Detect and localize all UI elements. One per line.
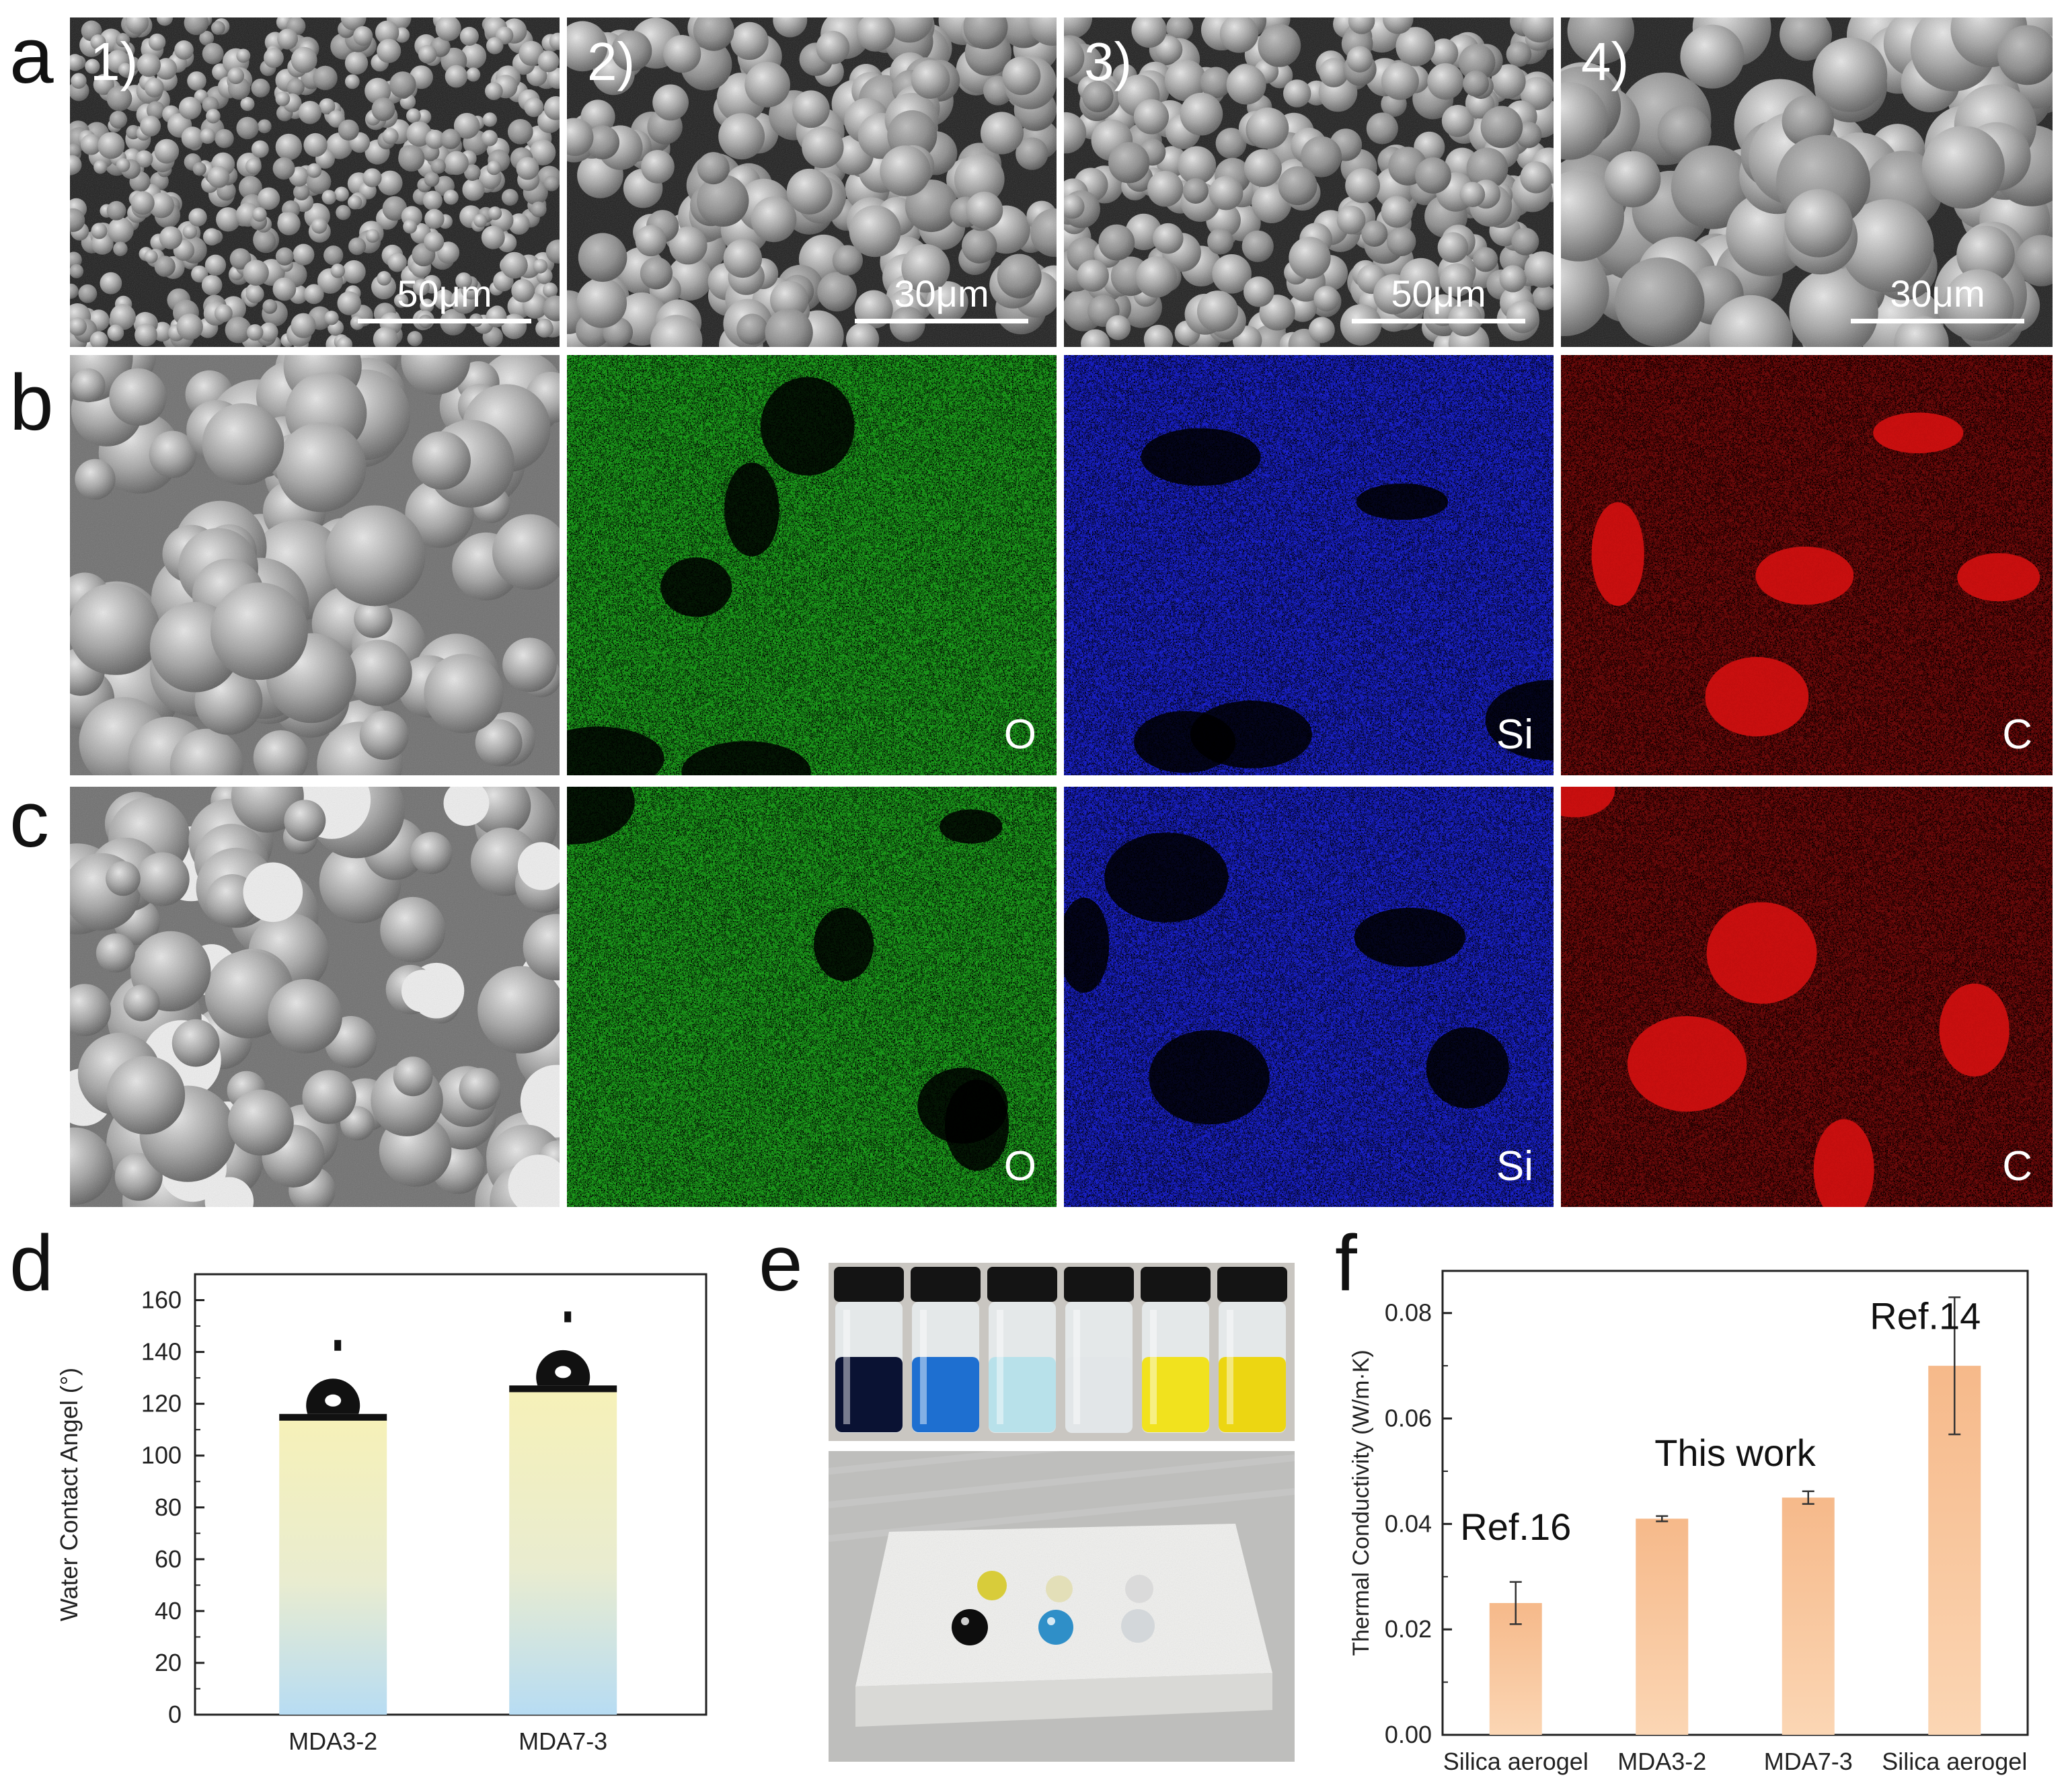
bar-0 bbox=[1489, 1602, 1542, 1735]
panel-label-e: e bbox=[759, 1219, 803, 1308]
sem-image-a2: 2) 30μm bbox=[567, 17, 1057, 347]
y-tick-label: 80 bbox=[155, 1493, 182, 1521]
chart-d-svg: 0 20 40 60 80 100 120 140 160 Water Contact Angel… bbox=[55, 1273, 707, 1755]
y-tick-label: 120 bbox=[141, 1390, 182, 1417]
eds-map-c-o: O bbox=[567, 787, 1057, 1207]
annotation-label: Ref.16 bbox=[1460, 1506, 1571, 1548]
y-tick-label: 160 bbox=[141, 1286, 182, 1314]
foam-photo bbox=[829, 1451, 1295, 1762]
eds-map-c-c: C bbox=[1561, 787, 2053, 1207]
sem-panel-number: 4) bbox=[1581, 32, 1630, 91]
vial-liquid bbox=[912, 1357, 979, 1432]
y-tick-label: 0.04 bbox=[1385, 1510, 1432, 1537]
vial-cap bbox=[1141, 1267, 1211, 1302]
panel-label-f: f bbox=[1335, 1219, 1357, 1308]
eds-element-label: O bbox=[1003, 711, 1036, 758]
eds-map-b-si: Si bbox=[1064, 355, 1554, 775]
needle-icon bbox=[334, 1339, 342, 1351]
scale-bar bbox=[358, 319, 531, 323]
x-tick-label: Silica aerogel bbox=[1882, 1748, 2027, 1775]
vials-illustration bbox=[829, 1263, 1295, 1441]
pale-yellow-droplet bbox=[1046, 1575, 1073, 1602]
y-tick-label: 40 bbox=[155, 1597, 182, 1625]
panel-label-b: b bbox=[9, 358, 54, 447]
eds-map-b-o: O bbox=[567, 355, 1057, 775]
eds-element-label: Si bbox=[1496, 711, 1533, 758]
foam-illustration bbox=[829, 1451, 1295, 1762]
sem-panel-number: 2) bbox=[587, 32, 636, 91]
sem-panel-number: 3) bbox=[1084, 32, 1133, 91]
y-tick-label: 0.02 bbox=[1385, 1615, 1432, 1643]
y-axis-label: Water Contact Angel (°) bbox=[55, 1368, 83, 1621]
yellow-droplet bbox=[977, 1571, 1007, 1600]
x-tick-label: MDA3-2 bbox=[1617, 1748, 1706, 1775]
scale-bar bbox=[855, 319, 1028, 323]
vial-cap bbox=[1217, 1267, 1287, 1302]
needle-icon bbox=[564, 1311, 572, 1323]
eds-element-label: C bbox=[2002, 711, 2032, 758]
sem-image-b bbox=[70, 355, 560, 775]
annotation-label: This work bbox=[1654, 1432, 1816, 1474]
scale-bar-label: 50μm bbox=[1391, 272, 1486, 315]
vial-cap bbox=[911, 1267, 981, 1302]
vial-cap bbox=[1064, 1267, 1134, 1302]
vial-cap bbox=[987, 1267, 1057, 1302]
scale-bar-label: 30μm bbox=[894, 272, 989, 315]
scale-bar-label: 50μm bbox=[397, 272, 492, 315]
y-tick-label: 0.00 bbox=[1385, 1721, 1432, 1748]
substrate-line bbox=[279, 1413, 387, 1421]
scale-bar-label: 30μm bbox=[1890, 272, 1985, 315]
chart-f-svg: 0.00 0.02 0.04 0.06 0.08 Thermal Conductivity… bbox=[1348, 1270, 2029, 1775]
sem-image-a4: 4) 30μm bbox=[1561, 17, 2053, 347]
panel-label-c: c bbox=[9, 775, 49, 864]
bar-1 bbox=[1636, 1518, 1689, 1735]
plot-frame bbox=[1441, 1270, 2029, 1736]
plot-frame bbox=[194, 1273, 707, 1716]
eds-map-c-si: Si bbox=[1064, 787, 1554, 1207]
scale-bar bbox=[1851, 319, 2024, 323]
x-tick-label: MDA3-2 bbox=[289, 1727, 377, 1755]
scale-bar bbox=[1352, 319, 1525, 323]
x-tick-label: MDA7-3 bbox=[1764, 1748, 1853, 1775]
sem-image-a3: 3) 50μm bbox=[1064, 17, 1554, 347]
sem-image-c bbox=[70, 787, 560, 1207]
substrate-line bbox=[509, 1385, 617, 1393]
vial-liquid bbox=[835, 1357, 903, 1432]
vial-liquid bbox=[1142, 1357, 1209, 1432]
bar-MDA3-2 bbox=[279, 1419, 387, 1715]
clear-droplet-1 bbox=[1125, 1575, 1153, 1603]
black-droplet bbox=[952, 1609, 988, 1645]
y-tick-label: 20 bbox=[155, 1649, 182, 1676]
y-tick-label: 0 bbox=[168, 1701, 182, 1728]
eds-map-b-c: C bbox=[1561, 355, 2053, 775]
blue-droplet bbox=[1038, 1610, 1073, 1645]
x-tick-label: Silica aerogel bbox=[1443, 1748, 1589, 1775]
panel-label-a: a bbox=[9, 11, 54, 100]
y-axis-label: Thermal Conductivity (W/m·K) bbox=[1348, 1350, 1374, 1655]
chart-d: 0 20 40 60 80 100 120 140 160 Water Contact Angel… bbox=[40, 1251, 753, 1789]
bar-2 bbox=[1782, 1497, 1835, 1735]
eds-element-label: O bbox=[1003, 1143, 1036, 1190]
vial-liquid bbox=[989, 1357, 1056, 1432]
eds-element-label: Si bbox=[1496, 1143, 1533, 1190]
chart-f: 0.00 0.02 0.04 0.06 0.08 Thermal Conductivity… bbox=[1335, 1251, 2066, 1789]
y-tick-label: 0.06 bbox=[1385, 1405, 1432, 1432]
panel-label-d: d bbox=[9, 1219, 54, 1308]
vial-cap bbox=[834, 1267, 904, 1302]
x-tick-label: MDA7-3 bbox=[519, 1727, 607, 1755]
y-tick-label: 100 bbox=[141, 1442, 182, 1469]
clear-droplet-2 bbox=[1121, 1609, 1155, 1643]
sem-image-a1: 1) 50μm bbox=[70, 17, 560, 347]
bar-MDA7-3 bbox=[509, 1391, 617, 1715]
y-tick-label: 60 bbox=[155, 1545, 182, 1573]
sem-panel-number: 1) bbox=[90, 32, 139, 91]
annotation-label: Ref.14 bbox=[1870, 1294, 1981, 1337]
y-tick-label: 140 bbox=[141, 1338, 182, 1366]
vial-liquid bbox=[1065, 1357, 1133, 1432]
y-tick-label: 0.08 bbox=[1385, 1299, 1432, 1327]
vials-photo bbox=[829, 1263, 1295, 1441]
vial-liquid bbox=[1219, 1357, 1286, 1432]
eds-element-label: C bbox=[2002, 1143, 2032, 1190]
